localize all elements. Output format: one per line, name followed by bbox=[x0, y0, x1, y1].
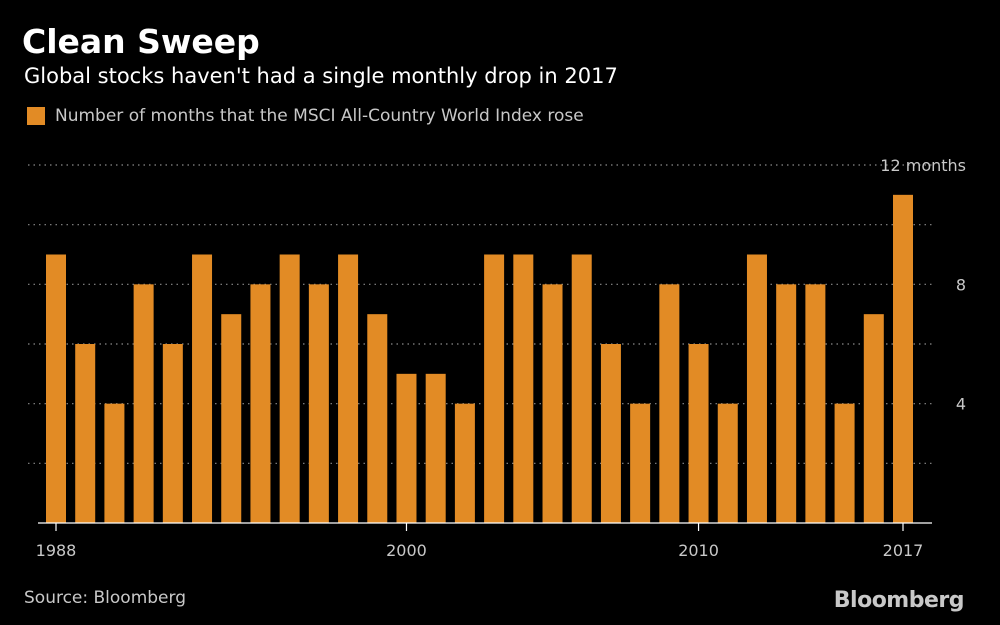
bar-2017 bbox=[893, 194, 913, 524]
axes: 4 8 12 months 1988 2000 2010 2017 bbox=[36, 156, 966, 560]
bar-2014 bbox=[805, 284, 826, 523]
bar-1995 bbox=[250, 284, 271, 523]
bar-2002 bbox=[454, 403, 475, 523]
x-tick-label: 1988 bbox=[36, 541, 77, 560]
bar-2011 bbox=[717, 403, 738, 523]
bar-1992 bbox=[162, 344, 183, 523]
bar-2009 bbox=[659, 284, 680, 523]
legend-label: Number of months that the MSCI All-Count… bbox=[55, 106, 584, 126]
bar-2005 bbox=[542, 284, 563, 523]
y-tick-label: 12 months bbox=[880, 156, 966, 175]
x-tick-label: 2017 bbox=[883, 541, 924, 560]
legend: Number of months that the MSCI All-Count… bbox=[27, 106, 584, 126]
x-tick-label: 2000 bbox=[386, 541, 427, 560]
bar-2004 bbox=[513, 254, 534, 523]
bar-2013 bbox=[776, 284, 797, 523]
x-tick-label: 2010 bbox=[678, 541, 719, 560]
chart-title: Clean Sweep bbox=[22, 22, 260, 61]
gridlines bbox=[28, 164, 932, 464]
bar-2016 bbox=[863, 314, 884, 523]
bar-2006 bbox=[571, 254, 592, 523]
legend-swatch bbox=[27, 107, 45, 125]
bar-1994 bbox=[221, 314, 242, 523]
bar-1998 bbox=[338, 254, 359, 523]
bar-1997 bbox=[308, 284, 329, 523]
source-note: Source: Bloomberg bbox=[24, 588, 186, 608]
bar-1999 bbox=[367, 314, 388, 523]
y-tick-label: 8 bbox=[956, 275, 966, 294]
bar-1988 bbox=[46, 254, 66, 523]
y-tick-label: 4 bbox=[956, 395, 966, 414]
bloomberg-logo: Bloomberg bbox=[833, 588, 965, 613]
bar-2003 bbox=[484, 254, 505, 523]
bar-1991 bbox=[133, 284, 154, 523]
bar-2015 bbox=[834, 403, 855, 523]
bar-2010 bbox=[688, 344, 709, 523]
bar-1993 bbox=[192, 254, 213, 523]
bar-2012 bbox=[746, 254, 767, 523]
chart-subtitle: Global stocks haven't had a single month… bbox=[24, 64, 618, 88]
bar-2000 bbox=[396, 373, 417, 523]
bar-1990 bbox=[104, 403, 125, 523]
bar-2007 bbox=[600, 344, 621, 523]
bar-1996 bbox=[279, 254, 300, 523]
bars bbox=[46, 194, 913, 524]
bar-2008 bbox=[630, 403, 651, 523]
bar-1989 bbox=[75, 344, 96, 523]
bar-2001 bbox=[425, 373, 446, 523]
